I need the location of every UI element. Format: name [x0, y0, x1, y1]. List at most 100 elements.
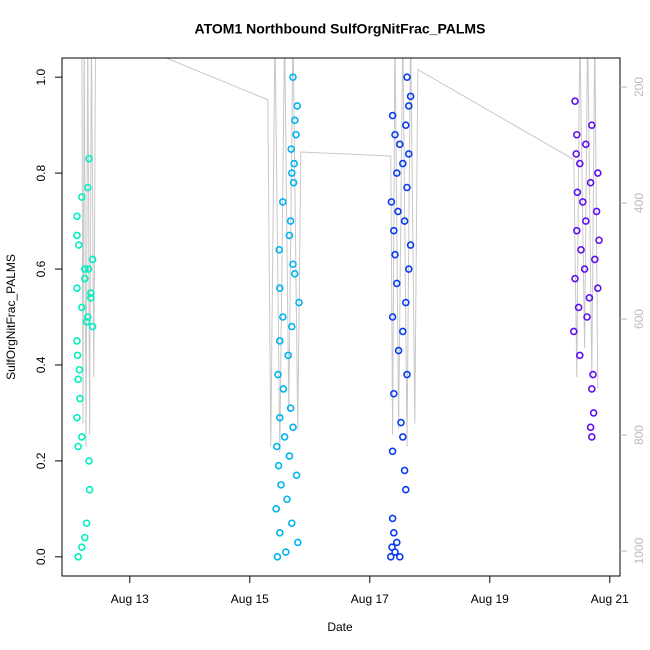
data-point [73, 337, 81, 345]
data-point [400, 466, 409, 475]
x-tick-label: Aug 21 [591, 592, 629, 606]
data-point [274, 461, 283, 470]
data-point [290, 270, 299, 278]
data-point [587, 121, 596, 129]
data-point [406, 241, 415, 249]
data-point [275, 246, 284, 254]
data-point [572, 130, 581, 139]
data-point [272, 442, 281, 451]
data-point [286, 217, 295, 225]
y2-tick-label: 200 [632, 77, 646, 97]
data-point [404, 265, 413, 273]
data-point [292, 471, 301, 480]
data-point [580, 265, 589, 273]
plot-frame [61, 57, 621, 577]
data-point [391, 130, 399, 139]
data-point [73, 284, 81, 293]
data-point [389, 226, 398, 235]
data-point [76, 394, 84, 403]
data-point [387, 198, 396, 206]
data-point [578, 198, 587, 206]
data-point [87, 294, 95, 302]
y-axis-label: SulfOrgNitFrac_PALMS [4, 254, 18, 380]
data-point [398, 433, 407, 441]
data-point [287, 169, 296, 177]
data-point [392, 279, 401, 288]
y-tick-label: 0.6 [34, 260, 48, 277]
data-point [575, 159, 584, 168]
y2-tick-label: 1000 [632, 537, 646, 564]
y2-tick-label: 800 [632, 425, 646, 445]
data-point [88, 255, 97, 264]
data-point [388, 543, 396, 552]
data-point [78, 543, 86, 552]
data-point [74, 375, 82, 384]
data-point [292, 130, 300, 139]
data-point [284, 351, 293, 360]
data-point [392, 538, 401, 547]
data-point [78, 193, 86, 201]
data-point [75, 365, 84, 374]
data-point [389, 389, 398, 398]
data-point [280, 433, 289, 441]
data-point [289, 178, 298, 187]
data-point [275, 413, 284, 422]
plot-area [73, 58, 603, 561]
x-tick-label: Aug 15 [231, 592, 269, 606]
data-point [273, 553, 282, 561]
data-point [569, 327, 578, 336]
data-point [577, 246, 585, 254]
data-point [583, 313, 591, 321]
pressure-line [81, 58, 599, 453]
data-point [81, 533, 89, 542]
data-point [403, 73, 411, 81]
data-point [581, 217, 590, 225]
data-point [394, 207, 402, 216]
chart-title: ATOM1 Northbound SulfOrgNitFrac_PALMS [195, 21, 486, 37]
data-point [81, 274, 89, 283]
data-point [85, 485, 94, 494]
data-point [289, 260, 297, 269]
data-point [78, 433, 86, 441]
data-point [585, 294, 594, 302]
data-point [290, 116, 299, 125]
data-point [84, 313, 92, 321]
data-point [592, 207, 601, 216]
data-point [403, 183, 411, 192]
data-point [586, 423, 595, 432]
data-point [285, 231, 294, 240]
data-point [287, 519, 296, 528]
data-point [571, 274, 579, 283]
data-point [81, 265, 89, 273]
data-point [289, 423, 297, 432]
data-point [88, 322, 97, 331]
x-axis-label: Date [327, 620, 353, 634]
data-point [391, 250, 399, 259]
data-point [275, 337, 284, 345]
data-point [82, 519, 91, 528]
y2-tick-label: 400 [632, 193, 646, 213]
data-point [75, 241, 83, 249]
data-point [400, 217, 409, 225]
data-point [73, 413, 81, 422]
data-point [285, 452, 294, 460]
data-point [84, 265, 93, 273]
x-tick-label: Aug 13 [111, 592, 149, 606]
x-tick-label: Aug 19 [471, 592, 509, 606]
data-point [404, 150, 413, 158]
y-tick-label: 1.0 [34, 69, 48, 86]
data-point [283, 495, 291, 504]
data-point [589, 370, 597, 379]
data-point [581, 140, 590, 149]
data-point [277, 481, 285, 489]
data-point [388, 447, 397, 456]
data-point [388, 313, 397, 321]
data-point [575, 351, 584, 360]
data-point [590, 255, 599, 264]
x-tick-label: Aug 17 [351, 592, 389, 606]
data-point [287, 145, 296, 153]
data-point [275, 284, 284, 293]
data-point [85, 457, 93, 465]
data-point [572, 150, 581, 158]
